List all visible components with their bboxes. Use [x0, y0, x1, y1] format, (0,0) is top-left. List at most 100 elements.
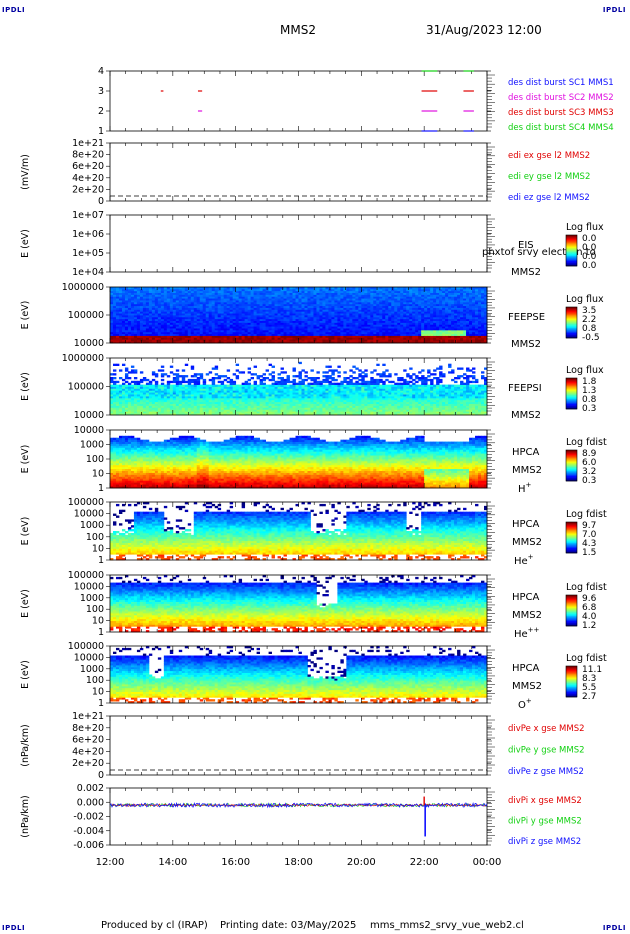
- heatmap-cell: [250, 331, 255, 335]
- heatmap-cell: [136, 307, 141, 310]
- heatmap-cell: [160, 296, 165, 299]
- heatmap-cell: [223, 326, 228, 329]
- eis-colorbar-step: [566, 249, 577, 251]
- heatmap-cell: [433, 328, 437, 331]
- heatmap-cell: [451, 326, 455, 329]
- heatmap-cell: [145, 388, 150, 391]
- heatmap-cell: [160, 326, 165, 329]
- heatmap-cell: [208, 328, 213, 331]
- heatmap-cell: [229, 296, 234, 299]
- heatmap-cell: [322, 287, 326, 290]
- heatmap-cell: [292, 313, 296, 316]
- heatmap-cell: [193, 316, 198, 320]
- heatmap-cell: [184, 386, 189, 389]
- heatmap-cell: [256, 307, 260, 310]
- heatmap-cell: [217, 294, 222, 297]
- heatmap-cell: [334, 309, 338, 312]
- heatmap-cell: [334, 320, 338, 323]
- heatmap-cell: [304, 341, 308, 344]
- heatmap-cell: [265, 337, 269, 340]
- heatmap-cell: [163, 298, 168, 301]
- heatmap-cell: [124, 407, 129, 410]
- heatmap-cell: [427, 303, 431, 307]
- heatmap-cell: [388, 320, 392, 323]
- heatmap-cell: [445, 294, 449, 297]
- heatmap-cell: [142, 318, 147, 321]
- heatmap-cell: [385, 311, 389, 314]
- heatmap-cell: [385, 333, 389, 336]
- heatmap-cell: [277, 322, 281, 325]
- heatmap-cell: [349, 298, 353, 301]
- heatmap-cell: [235, 298, 240, 301]
- heatmap-cell: [202, 392, 207, 395]
- heatmap-cell: [334, 328, 338, 331]
- heatmap-cell: [310, 292, 314, 295]
- heatmap-cell: [226, 407, 231, 410]
- heatmap-cell: [352, 300, 356, 303]
- heatmap-cell: [343, 292, 347, 295]
- heatmap-cell: [217, 316, 222, 320]
- heatmap-cell: [376, 294, 380, 297]
- heatmap-cell: [154, 413, 159, 416]
- heatmap-cell: [151, 396, 156, 399]
- heatmap-cell: [184, 411, 189, 414]
- heatmap-cell: [115, 392, 120, 395]
- heatmap-cell: [136, 320, 141, 323]
- heatmap-cell: [160, 328, 165, 331]
- heatmap-cell: [223, 290, 228, 293]
- heatmap-cell: [361, 339, 365, 342]
- heatmap-cell: [403, 329, 407, 333]
- heatmap-cell: [217, 411, 222, 414]
- heatmap-cell: [160, 329, 165, 333]
- heatmap-cell: [343, 326, 347, 329]
- heatmap-cell: [136, 290, 141, 293]
- heatmap-cell: [466, 300, 470, 303]
- heatmap-cell: [124, 329, 129, 333]
- heatmap-cell: [241, 311, 246, 314]
- heatmap-cell: [127, 287, 132, 290]
- heatmap-cell: [283, 301, 287, 305]
- heatmap-cell: [295, 315, 299, 318]
- heatmap-cell: [196, 339, 201, 342]
- heatmap-cell: [361, 313, 365, 316]
- heatmap-cell: [355, 311, 359, 314]
- heatmap-cell: [367, 290, 371, 293]
- heatmap-cell: [196, 313, 201, 316]
- heatmap-cell: [274, 326, 278, 329]
- heatmap-cell: [298, 311, 302, 314]
- heatmap-cell: [202, 316, 207, 320]
- heatmap-cell: [259, 309, 263, 312]
- heatmap-cell: [235, 337, 240, 340]
- heatmap-cell: [130, 318, 135, 321]
- heatmap-cell: [175, 287, 180, 290]
- heatmap-cell: [262, 318, 266, 321]
- heatmap-cell: [412, 320, 416, 323]
- heatmap-cell: [403, 300, 407, 303]
- heatmap-cell: [328, 300, 332, 303]
- heatmap-cell: [112, 311, 117, 314]
- heatmap-cell: [223, 375, 228, 378]
- heatmap-cell: [142, 328, 147, 331]
- heatmap-cell: [148, 328, 153, 331]
- heatmap-cell: [385, 337, 389, 340]
- heatmap-cell: [400, 315, 404, 318]
- heatmap-cell: [271, 324, 275, 327]
- heatmap-cell: [211, 309, 216, 312]
- heatmap-cell: [110, 335, 114, 338]
- heatmap-cell: [403, 326, 407, 329]
- heatmap-cell: [232, 313, 237, 316]
- heatmap-cell: [241, 329, 246, 333]
- heatmap-cell: [226, 331, 231, 335]
- heatmap-cell: [190, 384, 195, 387]
- heatmap-cell: [274, 341, 278, 344]
- heatmap-cell: [370, 337, 374, 340]
- heatmap-cell: [283, 309, 287, 312]
- heatmap-cell: [439, 337, 443, 340]
- heatmap-cell: [223, 328, 228, 331]
- heatmap-cell: [133, 396, 138, 399]
- heatmap-cell: [328, 288, 332, 292]
- heatmap-cell: [190, 309, 195, 312]
- heatmap-cell: [214, 388, 219, 391]
- heatmap-cell: [124, 328, 129, 331]
- heatmap-cell: [136, 324, 141, 327]
